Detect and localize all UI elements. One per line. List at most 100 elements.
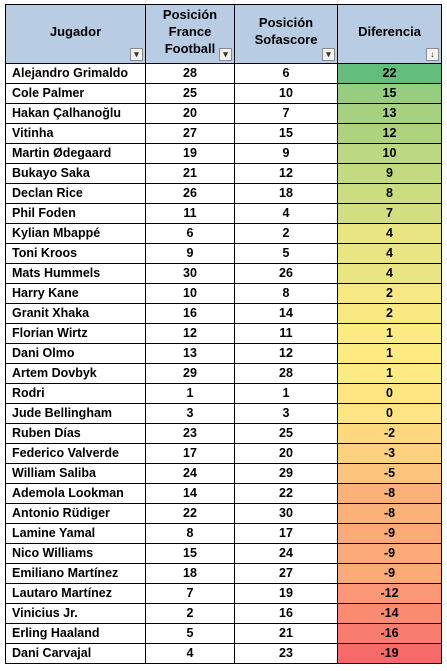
cell-france-football[interactable]: 6 — [145, 223, 235, 244]
cell-sofascore[interactable]: 9 — [234, 143, 338, 164]
cell-france-football[interactable]: 27 — [145, 123, 235, 144]
cell-france-football[interactable]: 16 — [145, 303, 235, 324]
cell-diferencia[interactable]: -9 — [337, 563, 442, 584]
cell-sofascore[interactable]: 5 — [234, 243, 338, 264]
cell-sofascore[interactable]: 21 — [234, 623, 338, 644]
cell-sofascore[interactable]: 1 — [234, 383, 338, 404]
header-diferencia[interactable]: Diferencia ↓ — [337, 4, 442, 64]
cell-france-football[interactable]: 29 — [145, 363, 235, 384]
cell-jugador[interactable]: Cole Palmer — [5, 83, 146, 104]
cell-france-football[interactable]: 30 — [145, 263, 235, 284]
cell-sofascore[interactable]: 10 — [234, 83, 338, 104]
cell-france-football[interactable]: 26 — [145, 183, 235, 204]
cell-sofascore[interactable]: 12 — [234, 163, 338, 184]
cell-diferencia[interactable]: -2 — [337, 423, 442, 444]
cell-jugador[interactable]: Emiliano Martínez — [5, 563, 146, 584]
cell-diferencia[interactable]: 22 — [337, 63, 442, 84]
cell-sofascore[interactable]: 19 — [234, 583, 338, 604]
cell-jugador[interactable]: Artem Dovbyk — [5, 363, 146, 384]
cell-jugador[interactable]: Harry Kane — [5, 283, 146, 304]
cell-jugador[interactable]: Alejandro Grimaldo — [5, 63, 146, 84]
cell-diferencia[interactable]: 0 — [337, 403, 442, 424]
cell-france-football[interactable]: 13 — [145, 343, 235, 364]
cell-jugador[interactable]: Jude Bellingham — [5, 403, 146, 424]
sort-descending-icon[interactable]: ↓ — [426, 48, 439, 61]
cell-sofascore[interactable]: 26 — [234, 263, 338, 284]
dropdown-arrow-icon[interactable]: ▾ — [130, 48, 143, 61]
cell-jugador[interactable]: Antonio Rüdiger — [5, 503, 146, 524]
cell-france-football[interactable]: 17 — [145, 443, 235, 464]
cell-sofascore[interactable]: 28 — [234, 363, 338, 384]
cell-jugador[interactable]: Ruben Días — [5, 423, 146, 444]
cell-sofascore[interactable]: 2 — [234, 223, 338, 244]
header-sofascore[interactable]: Posición Sofascore ▾ — [234, 4, 338, 64]
cell-sofascore[interactable]: 29 — [234, 463, 338, 484]
cell-diferencia[interactable]: -16 — [337, 623, 442, 644]
cell-france-football[interactable]: 1 — [145, 383, 235, 404]
cell-jugador[interactable]: Nico Williams — [5, 543, 146, 564]
cell-jugador[interactable]: Florian Wirtz — [5, 323, 146, 344]
cell-jugador[interactable]: Mats Hummels — [5, 263, 146, 284]
cell-france-football[interactable]: 11 — [145, 203, 235, 224]
cell-sofascore[interactable]: 16 — [234, 603, 338, 624]
cell-france-football[interactable]: 4 — [145, 643, 235, 664]
cell-france-football[interactable]: 18 — [145, 563, 235, 584]
cell-diferencia[interactable]: 7 — [337, 203, 442, 224]
cell-france-football[interactable]: 21 — [145, 163, 235, 184]
cell-jugador[interactable]: Lautaro Martínez — [5, 583, 146, 604]
cell-sofascore[interactable]: 22 — [234, 483, 338, 504]
cell-sofascore[interactable]: 24 — [234, 543, 338, 564]
cell-jugador[interactable]: Vinicius Jr. — [5, 603, 146, 624]
cell-france-football[interactable]: 19 — [145, 143, 235, 164]
header-france-football[interactable]: Posición France Football ▾ — [145, 4, 235, 64]
cell-jugador[interactable]: Dani Olmo — [5, 343, 146, 364]
cell-jugador[interactable]: Granit Xhaka — [5, 303, 146, 324]
cell-jugador[interactable]: Vitinha — [5, 123, 146, 144]
cell-france-football[interactable]: 10 — [145, 283, 235, 304]
cell-diferencia[interactable]: 2 — [337, 303, 442, 324]
cell-jugador[interactable]: Lamine Yamal — [5, 523, 146, 544]
cell-diferencia[interactable]: 8 — [337, 183, 442, 204]
cell-diferencia[interactable]: 4 — [337, 223, 442, 244]
cell-jugador[interactable]: Phil Foden — [5, 203, 146, 224]
cell-sofascore[interactable]: 18 — [234, 183, 338, 204]
header-jugador[interactable]: Jugador ▾ — [5, 4, 146, 64]
cell-diferencia[interactable]: -12 — [337, 583, 442, 604]
cell-jugador[interactable]: Ademola Lookman — [5, 483, 146, 504]
cell-diferencia[interactable]: 4 — [337, 263, 442, 284]
cell-france-football[interactable]: 28 — [145, 63, 235, 84]
cell-france-football[interactable]: 25 — [145, 83, 235, 104]
cell-diferencia[interactable]: -5 — [337, 463, 442, 484]
cell-diferencia[interactable]: 9 — [337, 163, 442, 184]
cell-diferencia[interactable]: -8 — [337, 483, 442, 504]
cell-diferencia[interactable]: -8 — [337, 503, 442, 524]
cell-france-football[interactable]: 5 — [145, 623, 235, 644]
cell-jugador[interactable]: Dani Carvajal — [5, 643, 146, 664]
cell-diferencia[interactable]: 1 — [337, 343, 442, 364]
cell-france-football[interactable]: 15 — [145, 543, 235, 564]
cell-france-football[interactable]: 2 — [145, 603, 235, 624]
cell-france-football[interactable]: 24 — [145, 463, 235, 484]
cell-diferencia[interactable]: -9 — [337, 523, 442, 544]
cell-jugador[interactable]: Erling Haaland — [5, 623, 146, 644]
cell-jugador[interactable]: Bukayo Saka — [5, 163, 146, 184]
cell-france-football[interactable]: 23 — [145, 423, 235, 444]
cell-diferencia[interactable]: 1 — [337, 363, 442, 384]
dropdown-arrow-icon[interactable]: ▾ — [219, 48, 232, 61]
cell-france-football[interactable]: 9 — [145, 243, 235, 264]
cell-jugador[interactable]: Kylian Mbappé — [5, 223, 146, 244]
cell-sofascore[interactable]: 12 — [234, 343, 338, 364]
cell-diferencia[interactable]: 15 — [337, 83, 442, 104]
cell-diferencia[interactable]: -14 — [337, 603, 442, 624]
cell-sofascore[interactable]: 17 — [234, 523, 338, 544]
cell-diferencia[interactable]: 13 — [337, 103, 442, 124]
cell-diferencia[interactable]: 0 — [337, 383, 442, 404]
cell-sofascore[interactable]: 23 — [234, 643, 338, 664]
cell-sofascore[interactable]: 11 — [234, 323, 338, 344]
cell-sofascore[interactable]: 20 — [234, 443, 338, 464]
cell-jugador[interactable]: Declan Rice — [5, 183, 146, 204]
cell-jugador[interactable]: Rodri — [5, 383, 146, 404]
cell-sofascore[interactable]: 4 — [234, 203, 338, 224]
cell-sofascore[interactable]: 27 — [234, 563, 338, 584]
cell-sofascore[interactable]: 8 — [234, 283, 338, 304]
